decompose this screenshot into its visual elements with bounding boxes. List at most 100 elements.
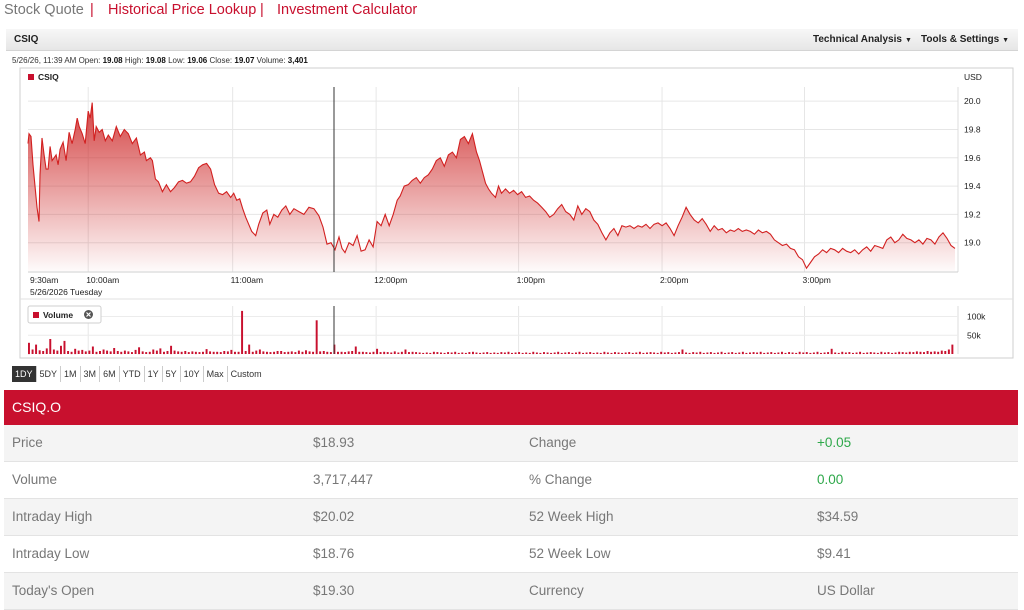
quote-value: $18.76 <box>313 546 355 561</box>
volume-bar <box>628 352 631 354</box>
volume-bar <box>49 339 52 354</box>
ohlc-info-line: 5/26/26, 11:39 AM Open: 19.08 High: 19.0… <box>12 56 308 65</box>
volume-bar <box>759 351 762 355</box>
volume-bar <box>731 352 734 354</box>
tools-settings-menu[interactable]: Tools & Settings ▼ <box>921 34 1009 45</box>
volume-bar <box>631 352 634 354</box>
volume-bar <box>908 351 911 355</box>
quote-row: Price $18.93 Change +0.05 <box>4 425 1018 462</box>
volume-bar <box>472 351 474 355</box>
volume-bar <box>340 351 343 355</box>
volume-bar <box>347 351 350 354</box>
volume-bar <box>429 352 432 354</box>
range-button-custom[interactable]: Custom <box>230 369 262 379</box>
volume-bar <box>766 352 769 354</box>
volume-bar <box>770 352 773 354</box>
volume-bar <box>734 352 737 354</box>
volume-bar <box>898 351 901 355</box>
quote-label: 52 Week Low <box>529 546 611 561</box>
volume-bar <box>81 349 84 354</box>
range-button-1m[interactable]: 1M <box>61 366 81 382</box>
volume-bar <box>70 351 73 355</box>
volume-bar <box>567 352 570 354</box>
volume-bar <box>557 351 560 355</box>
volume-bar <box>876 352 879 354</box>
volume-bar <box>528 352 531 354</box>
technical-analysis-menu[interactable]: Technical Analysis ▼ <box>813 34 912 45</box>
volume-bar <box>798 351 801 355</box>
volume-bar <box>535 352 538 354</box>
volume-bar <box>905 352 908 354</box>
volume-bar <box>390 352 393 354</box>
volume-bar <box>539 352 542 354</box>
nav-separator: | <box>260 2 264 18</box>
quote-label: Volume <box>12 472 58 487</box>
volume-bar <box>866 352 869 354</box>
volume-bar <box>575 352 577 354</box>
currency-label: USD <box>964 72 982 82</box>
volume-bar <box>745 352 748 354</box>
quote-value: $9.41 <box>817 546 851 561</box>
volume-bar <box>596 352 599 354</box>
volume-bar <box>606 352 609 354</box>
range-button-5dy[interactable]: 5DY <box>37 366 62 382</box>
volume-bar <box>702 352 705 354</box>
volume-bar <box>177 351 180 354</box>
quote-value: $34.59 <box>817 509 859 524</box>
volume-bar <box>440 352 442 354</box>
volume-bar <box>560 352 563 354</box>
volume-bar <box>635 352 638 354</box>
volume-bar <box>273 351 276 355</box>
remove-volume-icon[interactable] <box>84 310 93 319</box>
range-button-3m[interactable]: 3M <box>81 366 101 382</box>
volume-bar <box>848 352 851 354</box>
volume-bar <box>244 351 247 354</box>
range-button-6m[interactable]: 6M <box>100 366 120 382</box>
info-datetime: 5/26/26, 11:39 AM <box>12 56 77 65</box>
volume-bar <box>820 352 822 354</box>
low-label: Low: <box>168 56 185 65</box>
volume-bar <box>486 352 489 354</box>
range-button-1dy[interactable]: 1DY <box>12 366 37 382</box>
volume-bar <box>312 351 315 355</box>
range-button-max[interactable]: Max <box>204 366 228 382</box>
y-axis-ticks: 20.0 19.8 19.6 19.4 19.2 19.0 <box>964 96 981 248</box>
investment-calculator-link[interactable]: Investment Calculator <box>277 2 418 18</box>
x-axis-ticks: 9:30am 10:00am 11:00am 12:00pm 1:00pm 2:00pm 3… <box>30 275 831 285</box>
chart-svg[interactable]: CSIQ USD 20.0 19.8 19.6 19.4 19.2 19.0 9:30am… <box>0 66 1024 362</box>
volume-bar <box>496 352 499 354</box>
toolbar-symbol: CSIQ <box>14 34 39 45</box>
volume-bar <box>830 348 833 355</box>
range-button-10y[interactable]: 10Y <box>181 366 204 382</box>
volume-bar <box>951 344 954 354</box>
range-button-1y[interactable]: 1Y <box>145 366 163 382</box>
volume-bar <box>809 352 812 354</box>
volume-bar <box>159 348 162 354</box>
series-legend-swatch <box>28 74 34 80</box>
volume-bar <box>805 352 808 354</box>
volume-bar <box>234 351 236 355</box>
volume-bar <box>869 352 872 354</box>
nav-separator: | <box>90 2 94 18</box>
volume-bar <box>464 352 467 354</box>
open-value: 19.08 <box>102 56 123 65</box>
price-chart[interactable]: CSIQ USD 20.0 19.8 19.6 19.4 19.2 19.0 9:30am… <box>0 66 1024 362</box>
volume-bar <box>550 352 553 354</box>
volume-bar <box>131 352 133 354</box>
volume-label: Volume: <box>256 56 286 65</box>
range-button-ytd[interactable]: YTD <box>120 366 145 382</box>
volume-bar <box>262 351 265 354</box>
volume-bar <box>198 352 201 354</box>
volume-bar <box>205 349 208 354</box>
x-tick-label: 3:00pm <box>803 275 831 285</box>
historical-price-lookup-link[interactable]: Historical Price Lookup <box>108 2 257 18</box>
volume-bar <box>120 351 123 355</box>
volume-bar <box>859 351 862 355</box>
volume-bar <box>489 352 492 354</box>
volume-bar <box>585 352 588 354</box>
range-button-5y[interactable]: 5Y <box>163 366 181 382</box>
volume-bar <box>400 351 403 355</box>
volume-bar <box>773 352 776 354</box>
volume-legend[interactable]: Volume <box>27 305 102 324</box>
volume-bar <box>674 352 677 354</box>
